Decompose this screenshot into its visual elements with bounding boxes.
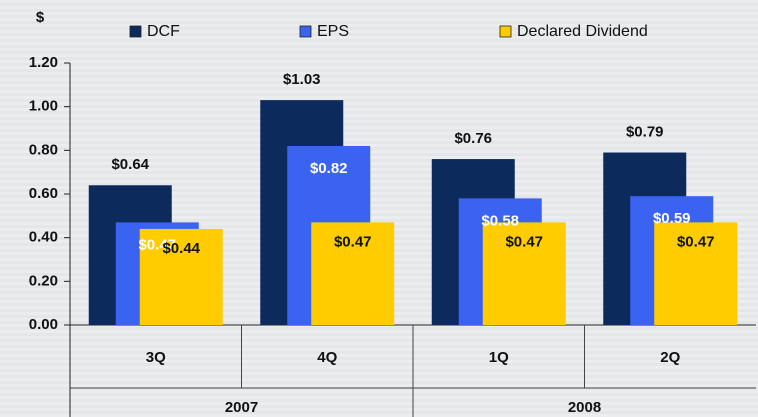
data-label: $0.44 — [162, 240, 200, 257]
data-label: $0.47 — [505, 233, 543, 250]
x-tick-label: 1Q — [489, 349, 509, 366]
data-label: $0.59 — [653, 210, 691, 227]
data-label: $0.76 — [454, 130, 492, 147]
legend-swatch — [130, 26, 141, 37]
y-tick-label: 0.00 — [29, 316, 58, 333]
legend-swatch — [300, 26, 311, 37]
data-label: $0.47 — [334, 233, 372, 250]
data-label: $1.03 — [283, 71, 321, 88]
y-tick-label: 0.80 — [29, 141, 58, 158]
group-label: 2007 — [225, 399, 258, 416]
y-tick-label: 1.20 — [29, 54, 58, 71]
data-label: $0.82 — [310, 160, 348, 177]
data-label: $0.58 — [481, 212, 519, 229]
group-label: 2008 — [568, 399, 601, 416]
y-axis-label: $ — [36, 9, 45, 26]
data-label: $0.47 — [677, 233, 715, 250]
data-label: $0.64 — [111, 156, 149, 173]
y-tick-label: 0.40 — [29, 229, 58, 246]
legend-text: DCF — [147, 23, 180, 40]
x-tick-label: 2Q — [660, 349, 680, 366]
x-tick-label: 4Q — [317, 349, 337, 366]
y-tick-label: 0.60 — [29, 185, 58, 202]
legend-swatch — [500, 26, 511, 37]
data-label: $0.79 — [626, 123, 664, 140]
y-tick-label: 0.20 — [29, 272, 58, 289]
legend-text: EPS — [317, 23, 349, 40]
y-tick-label: 1.00 — [29, 98, 58, 115]
legend-text: Declared Dividend — [517, 23, 648, 40]
chart: $ 0.00 0.20 0.40 0.60 0.80 1.00 1.20 DCF EPS Decl… — [0, 0, 758, 417]
x-tick-label: 3Q — [146, 349, 166, 366]
